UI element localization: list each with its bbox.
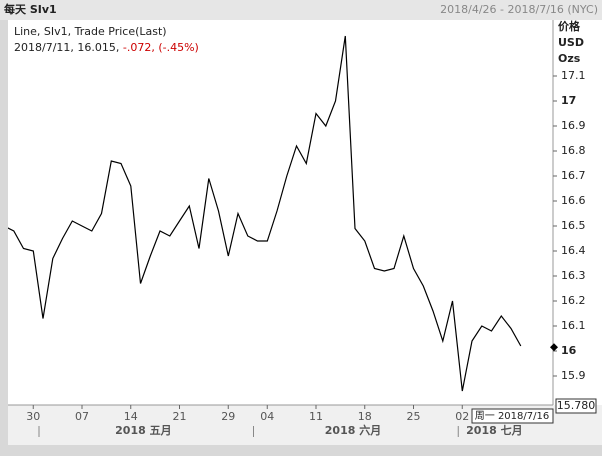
y-tick-label: 15.9 xyxy=(561,369,586,382)
y-tick-label: 16.5 xyxy=(561,219,586,232)
last-price-marker xyxy=(550,343,558,352)
x-tick-label: 21 xyxy=(173,410,187,423)
x-tick-label: 30 xyxy=(26,410,40,423)
legend-values-text: 2018/7/11, 16.015, xyxy=(14,41,123,54)
x-tick-label: 14 xyxy=(124,410,138,423)
crosshair-value-box xyxy=(555,398,597,414)
x-tick-label: 07 xyxy=(75,410,89,423)
month-label: 2018 七月 xyxy=(466,423,522,437)
crosshair-value: 15.780 xyxy=(557,399,596,412)
y-tick-label: 17.1 xyxy=(561,69,586,82)
x-tick-label: 18 xyxy=(358,410,372,423)
y-tick-label: 16.4 xyxy=(561,244,586,257)
y-tick-label: 16.1 xyxy=(561,319,586,332)
chart-title: 每天 SIv1 xyxy=(4,2,57,16)
month-label: 2018 六月 xyxy=(325,423,381,437)
legend-change: -.072, (-.45%) xyxy=(123,41,199,54)
y-axis-label: 价格 xyxy=(558,19,581,33)
price-line xyxy=(8,35,522,392)
month-label: 2018 五月 xyxy=(115,424,171,437)
top-bar xyxy=(0,0,602,20)
y-tick-label: 16.9 xyxy=(561,119,586,132)
x-tick-label: 29 xyxy=(221,410,235,423)
x-tick-label: 02 xyxy=(455,410,469,423)
legend-title: Line, SIv1, Trade Price(Last) xyxy=(14,25,167,38)
y-axis-label: Ozs xyxy=(558,52,581,65)
y-tick-label: 16.7 xyxy=(561,169,586,182)
x-tick-label: 11 xyxy=(309,410,323,423)
y-tick-label: 16.6 xyxy=(561,194,586,207)
y-tick-label: 16.8 xyxy=(561,144,586,157)
crosshair-date-box xyxy=(471,408,554,424)
x-tick-label: 25 xyxy=(407,410,421,423)
y-tick-label: 17 xyxy=(561,94,576,107)
y-tick-label: 16.3 xyxy=(561,269,586,282)
crosshair-date: 周一 2018/7/16 xyxy=(475,410,549,422)
y-axis-label: USD xyxy=(558,36,584,49)
x-tick-label: 04 xyxy=(260,410,274,423)
y-tick-label: 16.2 xyxy=(561,294,586,307)
plot-background xyxy=(8,20,602,405)
y-tick-label: 16 xyxy=(561,344,577,357)
legend-values: 2018/7/11, 16.015, -.072, (-.45%) xyxy=(14,41,199,54)
date-range: 2018/4/26 - 2018/7/16 (NYC) xyxy=(440,3,598,16)
